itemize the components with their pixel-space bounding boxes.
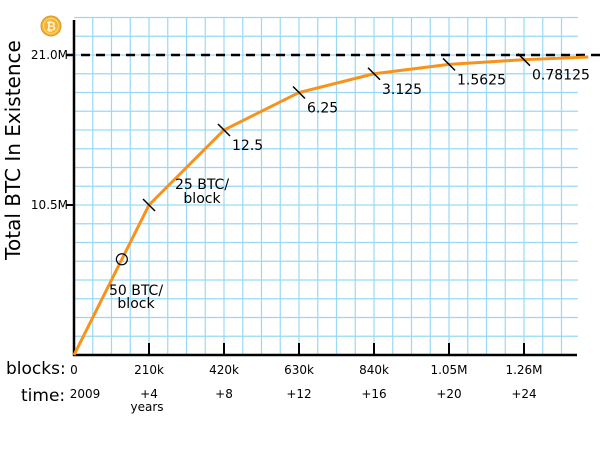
reward-label: 1.5625 xyxy=(457,72,506,88)
halving-mark xyxy=(292,85,306,100)
marker-circle xyxy=(115,253,128,266)
time-tick-label: +20 xyxy=(436,387,461,401)
bitcoin-coin-icon: ₿ xyxy=(40,15,62,37)
x-tick-label: 630k xyxy=(284,363,314,377)
y-ticks: 10.5M 21.0M xyxy=(31,48,74,212)
halving-mark xyxy=(442,57,456,71)
svg-text:₿: ₿ xyxy=(46,20,56,34)
x-tick-label: 1.05M xyxy=(430,363,467,377)
y-tick-label: 21.0M xyxy=(31,48,68,62)
reward-label: 12.5 xyxy=(232,138,263,154)
time-tick-label: +16 xyxy=(361,387,386,401)
reward-label-line1: 25 BTC/ xyxy=(175,177,229,193)
blocks-row-label: blocks: xyxy=(6,359,66,379)
x-tick-label: 0 xyxy=(70,363,78,377)
grid xyxy=(74,16,578,355)
y-axis-label: Total BTC In Existence xyxy=(1,40,25,261)
reward-label: 3.125 xyxy=(382,82,422,98)
y-tick-label: 10.5M xyxy=(31,198,68,212)
halving-mark xyxy=(142,198,156,212)
halving-marks: 25 BTC/block 12.5 6.25 3.125 1.5625 0.78125 xyxy=(142,53,590,212)
x-tick-label: 420k xyxy=(209,363,239,377)
x-tick-label: 840k xyxy=(359,363,389,377)
reward-label: 6.25 xyxy=(307,101,338,117)
halving-mark xyxy=(517,53,531,67)
reward-label-line2: block xyxy=(183,191,221,207)
halving-mark xyxy=(367,67,381,81)
time-tick-label: +12 xyxy=(286,387,311,401)
halving-mark xyxy=(217,123,231,137)
x-tick-label: 1.26M xyxy=(505,363,542,377)
x-ticks: 0 2009 210k +4 420k +8 630k +12 840k +16 1.05M +20 1… xyxy=(70,343,543,401)
first-reward-label-line2: block xyxy=(117,296,155,312)
x-tick-label: 210k xyxy=(134,363,164,377)
supply-curve xyxy=(72,55,589,356)
time-tick-label: +4 xyxy=(140,387,158,401)
time-tick-label: +24 xyxy=(511,387,536,401)
time-row-label: time: xyxy=(21,386,65,406)
time-tick-label: +8 xyxy=(215,387,233,401)
reward-label: 0.78125 xyxy=(532,68,590,84)
time-tick-label: 2009 xyxy=(70,387,101,401)
first-reward-label-line1: 50 BTC/ xyxy=(109,283,163,299)
time-unit-label: years xyxy=(130,400,163,414)
